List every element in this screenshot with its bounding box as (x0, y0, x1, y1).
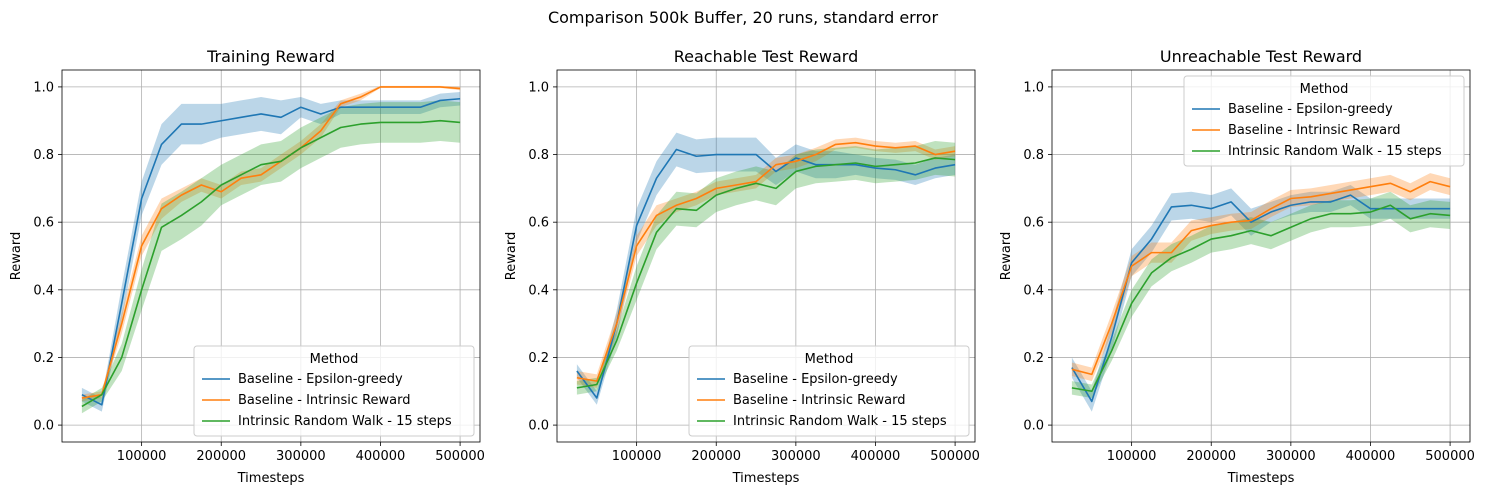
error-band-3 (576, 141, 956, 395)
series-line-2 (1071, 180, 1451, 376)
legend-entry-2: Baseline - Intrinsic Reward (238, 393, 411, 408)
error-band-3 (1071, 191, 1451, 399)
legend: Method Baseline - Epsilon-greedy Baseline … (193, 345, 475, 437)
y-tick-label: 0.2 (33, 351, 54, 366)
legend-entry-3: Intrinsic Random Walk - 15 steps (238, 414, 452, 429)
legend-entry-2: Baseline - Intrinsic Reward (1228, 123, 1401, 138)
chart-panel-1: Training Reward 100000 200000 300000 400000 5… (9, 47, 485, 486)
y-tick-label: 0.6 (33, 216, 54, 231)
x-tick-label: 100000 (612, 449, 662, 464)
y-tick-label: 1.0 (33, 80, 54, 95)
legend-box (688, 345, 970, 437)
legend-title: Method (805, 352, 854, 367)
y-axis-label: Reward (9, 232, 24, 280)
legend-entry-1: Baseline - Epsilon-greedy (733, 372, 898, 387)
y-tick-label: 0.6 (528, 216, 549, 231)
legend-box (1183, 75, 1465, 167)
y-tick-label: 0.6 (1023, 216, 1044, 231)
x-tick-label: 300000 (1266, 449, 1316, 464)
y-axis-label: Reward (999, 232, 1014, 280)
y-tick-label: 0.0 (528, 419, 549, 434)
series-line-1 (1071, 194, 1451, 403)
figure-suptitle: Comparison 500k Buffer, 20 runs, standar… (548, 8, 939, 27)
x-tick-label: 300000 (771, 449, 821, 464)
x-tick-label: 400000 (356, 449, 406, 464)
x-axis-label: Timesteps (1227, 471, 1295, 486)
y-tick-label: 0.4 (33, 283, 54, 298)
chart-title: Unreachable Test Reward (1160, 47, 1362, 66)
panels: Training Reward 100000 200000 300000 400000 5… (9, 47, 1475, 486)
y-tick-label: 0.4 (1023, 283, 1044, 298)
legend-entry-1: Baseline - Epsilon-greedy (238, 372, 403, 387)
series-line-3 (1071, 204, 1451, 393)
series-line-2 (81, 86, 461, 399)
y-tick-label: 0.8 (33, 148, 54, 163)
x-tick-label: 500000 (930, 449, 980, 464)
x-tick-label: 100000 (117, 449, 167, 464)
x-tick-label: 400000 (851, 449, 901, 464)
y-tick-label: 0.2 (528, 351, 549, 366)
y-tick-label: 1.0 (528, 80, 549, 95)
plot-frame (1051, 69, 1471, 443)
y-axis-label: Reward (504, 232, 519, 280)
legend: Method Baseline - Epsilon-greedy Baseline … (688, 345, 970, 437)
plot-frame (61, 69, 481, 443)
legend: Method Baseline - Epsilon-greedy Baseline … (1183, 75, 1465, 167)
series-line-1 (81, 97, 461, 406)
chart-title: Reachable Test Reward (674, 47, 859, 66)
legend-title: Method (1300, 82, 1349, 97)
x-tick-label: 200000 (1186, 449, 1236, 464)
series-line-1 (576, 148, 956, 399)
chart-panel-3: Unreachable Test Reward 100000 200000 30000… (999, 47, 1475, 486)
legend-entry-3: Intrinsic Random Walk - 15 steps (733, 414, 947, 429)
y-tick-label: 0.8 (1023, 148, 1044, 163)
y-tick-label: 0.0 (33, 419, 54, 434)
series-line-3 (576, 157, 956, 389)
legend-entry-2: Baseline - Intrinsic Reward (733, 393, 906, 408)
x-tick-label: 200000 (196, 449, 246, 464)
legend-box (193, 345, 475, 437)
x-tick-label: 200000 (691, 449, 741, 464)
y-tick-label: 0.4 (528, 283, 549, 298)
legend-title: Method (310, 352, 359, 367)
x-tick-label: 400000 (1346, 449, 1396, 464)
chart-panel-2: Reachable Test Reward 100000 200000 300000 4… (504, 47, 980, 486)
y-tick-label: 0.2 (1023, 351, 1044, 366)
series-line-2 (576, 141, 956, 382)
x-axis-label: Timesteps (732, 471, 800, 486)
y-tick-label: 0.0 (1023, 419, 1044, 434)
x-tick-label: 300000 (276, 449, 326, 464)
y-tick-label: 1.0 (1023, 80, 1044, 95)
x-axis-label: Timesteps (237, 471, 305, 486)
plot-frame (556, 69, 976, 443)
chart-title: Training Reward (206, 47, 335, 66)
legend-entry-1: Baseline - Epsilon-greedy (1228, 102, 1393, 117)
x-tick-label: 500000 (435, 449, 485, 464)
x-tick-label: 500000 (1425, 449, 1475, 464)
x-tick-label: 100000 (1107, 449, 1157, 464)
series-line-3 (81, 119, 461, 408)
legend-entry-3: Intrinsic Random Walk - 15 steps (1228, 144, 1442, 159)
y-tick-label: 0.8 (528, 148, 549, 163)
error-band-1 (1071, 184, 1451, 412)
